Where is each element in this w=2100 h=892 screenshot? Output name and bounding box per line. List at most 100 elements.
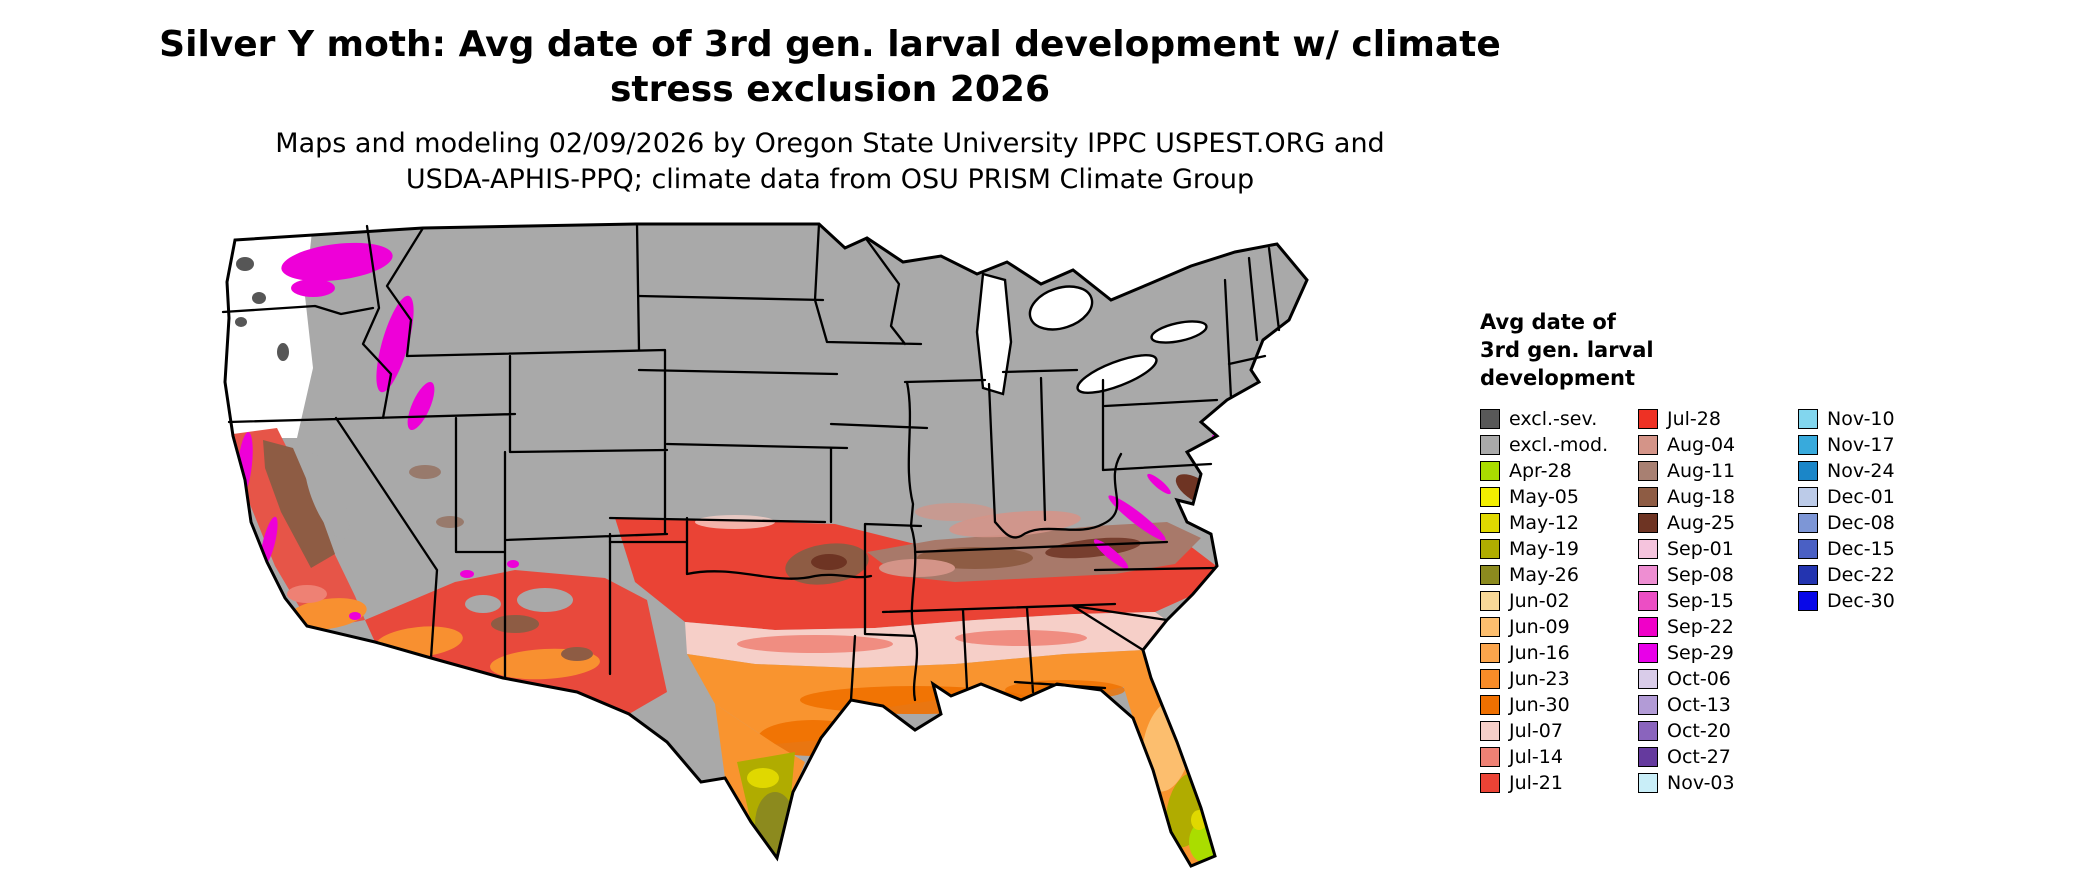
legend-column: Jul-28 Aug-04 Aug-11 Aug-18 Aug-25 Sep-01 Sep-… (1638, 406, 1798, 796)
legend-column: excl.-sev. excl.-mod. Apr-28 May-05 May-12 Ma… (1480, 406, 1638, 796)
legend-swatch (1480, 461, 1500, 481)
legend-item: Nov-10 (1798, 406, 1928, 432)
legend-swatch (1480, 747, 1500, 767)
legend-item-label: Nov-24 (1827, 460, 1895, 482)
legend-item: Sep-01 (1638, 536, 1798, 562)
title-line-2: stress exclusion 2026 (610, 69, 1050, 110)
legend-item-label: Sep-01 (1667, 538, 1734, 560)
legend-item: Aug-11 (1638, 458, 1798, 484)
legend-item-label: excl.-mod. (1509, 434, 1609, 456)
legend-item: Jun-23 (1480, 666, 1638, 692)
legend-swatch (1638, 721, 1658, 741)
map-fill-layers (225, 224, 1307, 866)
legend-item-label: Nov-03 (1667, 772, 1735, 794)
legend-item: Jun-16 (1480, 640, 1638, 666)
legend-title-line-2: 3rd gen. larval (1480, 338, 1654, 362)
legend-item: Sep-22 (1638, 614, 1798, 640)
legend-item: Jul-14 (1480, 744, 1638, 770)
legend-swatch (1638, 617, 1658, 637)
legend-item: Aug-18 (1638, 484, 1798, 510)
legend-item: Sep-15 (1638, 588, 1798, 614)
state-borders (221, 222, 1281, 702)
legend-swatch (1798, 435, 1818, 455)
legend-swatch (1480, 539, 1500, 559)
legend-swatch (1798, 487, 1818, 507)
legend-item-label: May-19 (1509, 538, 1579, 560)
legend-item: Dec-01 (1798, 484, 1928, 510)
legend-item: Jul-07 (1480, 718, 1638, 744)
legend-swatch (1798, 461, 1818, 481)
legend-title: Avg date of 3rd gen. larval development (1480, 308, 1928, 392)
legend-item-label: excl.-sev. (1509, 408, 1598, 430)
legend-item: Nov-03 (1638, 770, 1798, 796)
legend-swatch (1798, 513, 1818, 533)
legend-swatch (1480, 721, 1500, 741)
legend-item: excl.-sev. (1480, 406, 1638, 432)
legend-swatch (1638, 487, 1658, 507)
subtitle-line-1: Maps and modeling 02/09/2026 by Oregon S… (275, 128, 1385, 159)
legend-item: Jun-02 (1480, 588, 1638, 614)
legend-columns: excl.-sev. excl.-mod. Apr-28 May-05 May-12 Ma… (1480, 406, 1928, 796)
legend-item: May-19 (1480, 536, 1638, 562)
legend-item-label: Dec-30 (1827, 590, 1895, 612)
legend-item-label: Dec-22 (1827, 564, 1895, 586)
legend-swatch (1638, 539, 1658, 559)
legend-item-label: Sep-29 (1667, 642, 1734, 664)
legend-item-label: Jul-07 (1509, 720, 1563, 742)
legend-item: May-12 (1480, 510, 1638, 536)
legend-item: Oct-27 (1638, 744, 1798, 770)
legend-swatch (1798, 539, 1818, 559)
great-lakes (975, 272, 1208, 396)
legend-item: Dec-08 (1798, 510, 1928, 536)
map-legend: Avg date of 3rd gen. larval development … (1480, 308, 1928, 796)
legend-item: May-05 (1480, 484, 1638, 510)
legend-item: Jul-28 (1638, 406, 1798, 432)
legend-swatch (1798, 565, 1818, 585)
page-title: Silver Y moth: Avg date of 3rd gen. larv… (0, 22, 1660, 112)
legend-swatch (1480, 695, 1500, 715)
legend-item-label: Jun-09 (1509, 616, 1570, 638)
legend-item-label: Nov-17 (1827, 434, 1895, 456)
legend-title-line-1: Avg date of (1480, 310, 1616, 334)
legend-swatch (1638, 435, 1658, 455)
legend-item-label: Sep-15 (1667, 590, 1734, 612)
legend-swatch (1480, 617, 1500, 637)
legend-item-label: Sep-08 (1667, 564, 1734, 586)
title-block: Silver Y moth: Avg date of 3rd gen. larv… (0, 22, 1660, 198)
legend-swatch (1638, 643, 1658, 663)
legend-item: Jul-21 (1480, 770, 1638, 796)
legend-item-label: Dec-01 (1827, 486, 1895, 508)
legend-swatch (1480, 773, 1500, 793)
legend-item: Sep-29 (1638, 640, 1798, 666)
legend-item-label: Jun-23 (1509, 668, 1570, 690)
legend-swatch (1480, 435, 1500, 455)
legend-item-label: Oct-20 (1667, 720, 1731, 742)
us-map-svg (221, 222, 1309, 868)
legend-item-label: Apr-28 (1509, 460, 1572, 482)
legend-swatch (1798, 591, 1818, 611)
legend-item-label: May-26 (1509, 564, 1579, 586)
legend-item: Jun-30 (1480, 692, 1638, 718)
legend-swatch (1638, 513, 1658, 533)
legend-item: Nov-17 (1798, 432, 1928, 458)
legend-item-label: Dec-15 (1827, 538, 1895, 560)
legend-item-label: Nov-10 (1827, 408, 1895, 430)
legend-item: May-26 (1480, 562, 1638, 588)
us-choropleth-map (215, 222, 1415, 884)
legend-item-label: Aug-04 (1667, 434, 1736, 456)
legend-swatch (1480, 669, 1500, 689)
legend-swatch (1480, 643, 1500, 663)
legend-item: Dec-30 (1798, 588, 1928, 614)
legend-title-line-3: development (1480, 366, 1635, 390)
legend-item-label: May-12 (1509, 512, 1579, 534)
legend-swatch (1638, 591, 1658, 611)
legend-swatch (1638, 461, 1658, 481)
legend-item-label: Dec-08 (1827, 512, 1895, 534)
legend-item: Aug-25 (1638, 510, 1798, 536)
legend-swatch (1480, 409, 1500, 429)
legend-swatch (1638, 773, 1658, 793)
legend-item: Dec-22 (1798, 562, 1928, 588)
legend-item-label: Jun-16 (1509, 642, 1570, 664)
legend-item: Nov-24 (1798, 458, 1928, 484)
